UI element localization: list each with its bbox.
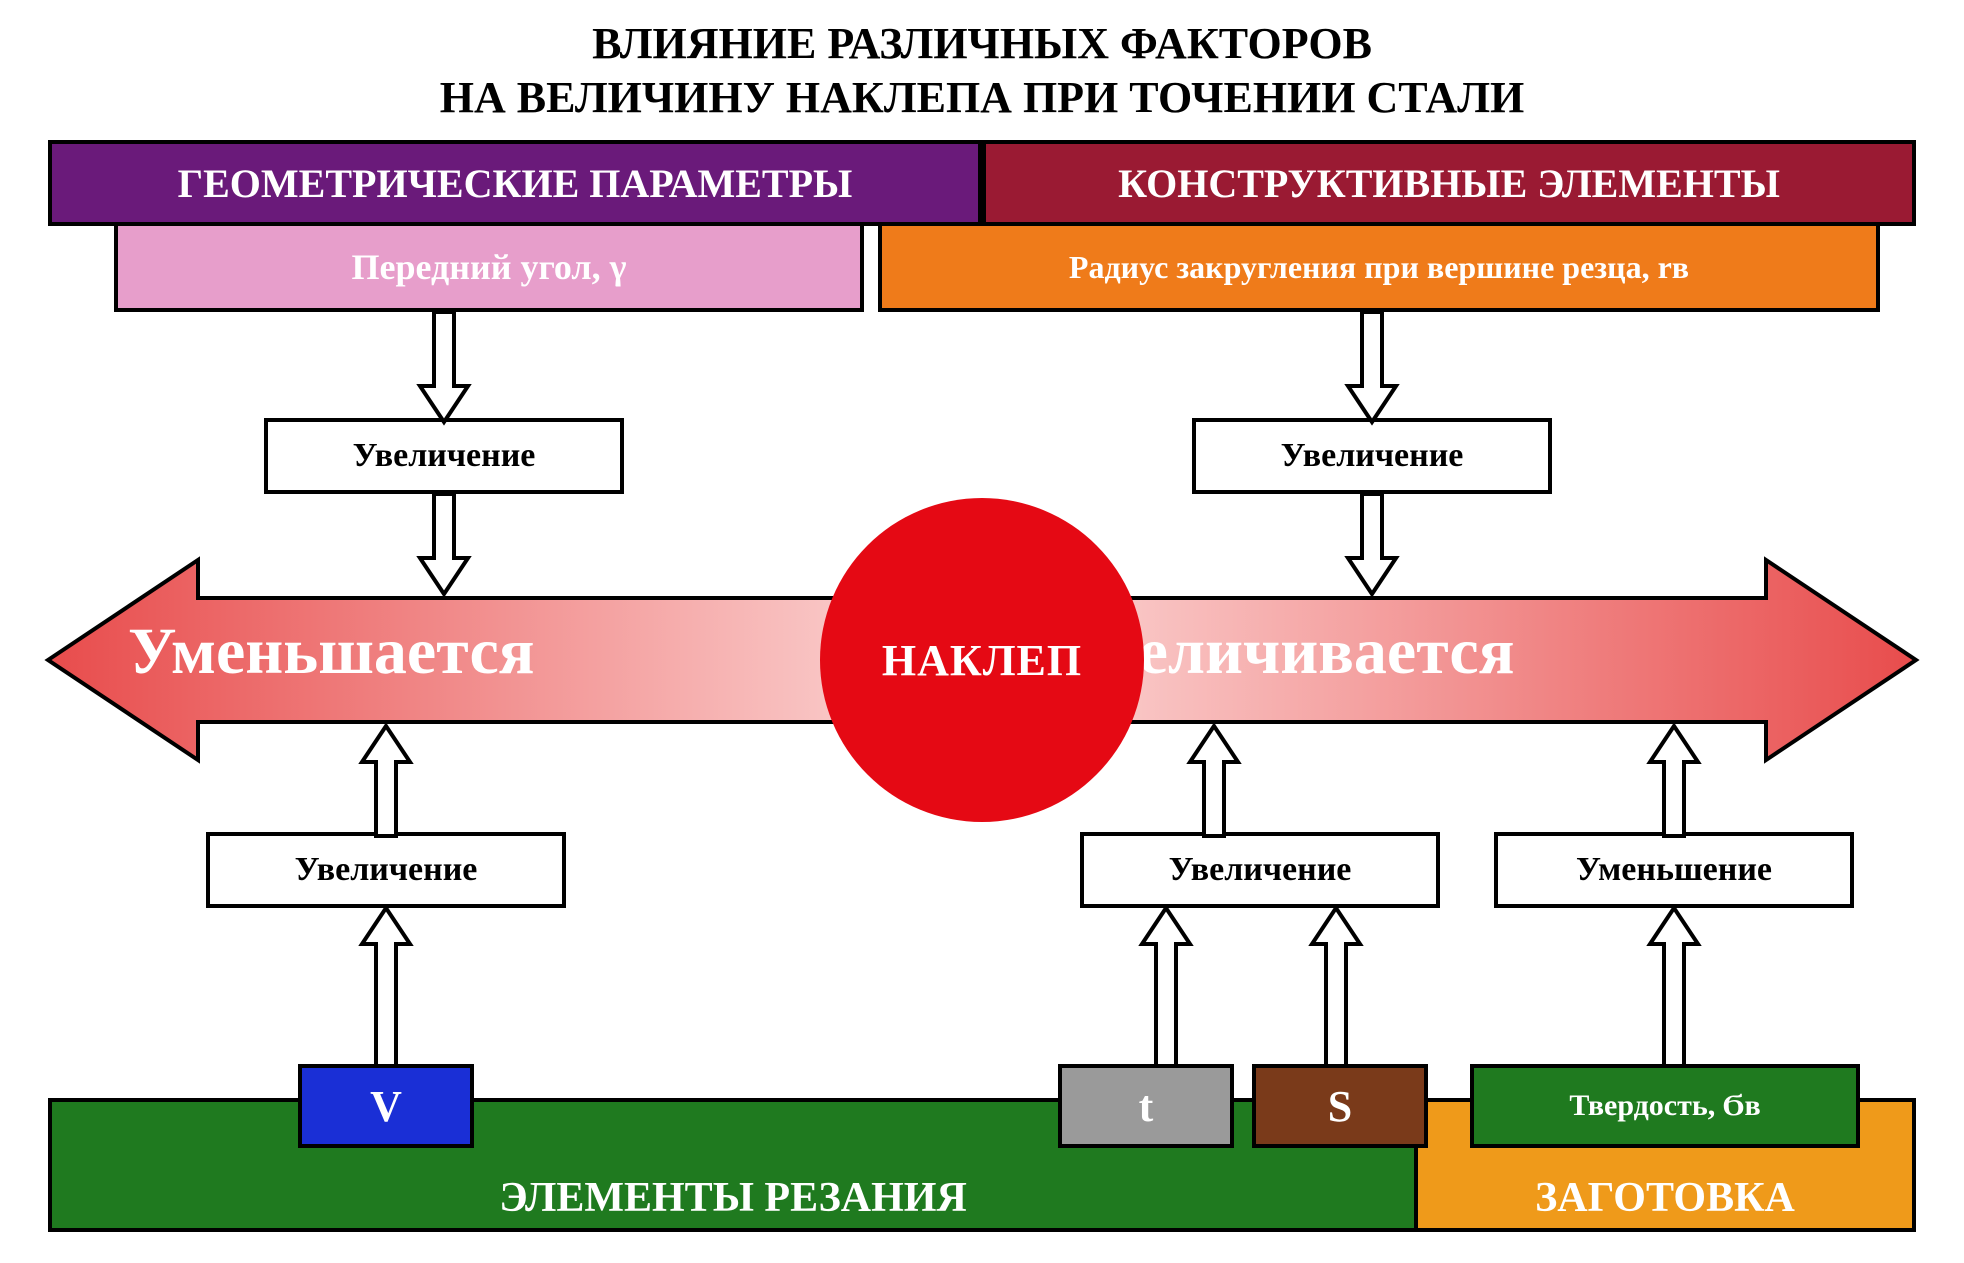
arrow-down-tl1 [420,312,468,422]
arrow-up-from-t [1142,908,1190,1068]
arrow-down-tl2 [420,494,468,594]
box-increase-bot-mid: Увеличение [1080,832,1440,908]
header-geom-params: ГЕОМЕТРИЧЕСКИЕ ПАРАМЕТРЫ [48,140,982,226]
arrow-down-tr2 [1348,494,1396,594]
arrow-up-bl1 [362,726,410,836]
arrow-up-from-s [1312,908,1360,1068]
subbox-nose-radius: Радиус закругления при вершине резца, rв [878,222,1880,312]
box-increase-top-right: Увеличение [1192,418,1552,494]
arrow-down-tr1 [1348,312,1396,422]
bar-workpiece-label: ЗАГОТОВКА [1535,1174,1795,1222]
param-v: V [298,1064,474,1148]
header-construct-elements: КОНСТРУКТИВНЫЕ ЭЛЕМЕНТЫ [982,140,1916,226]
arrow-up-bl2 [362,908,410,1068]
center-circle-naklep: НАКЛЕП [820,498,1144,822]
diagram-title-line2: НА ВЕЛИЧИНУ НАКЛЕПА ПРИ ТОЧЕНИИ СТАЛИ [0,72,1964,123]
diagram-canvas: ВЛИЯНИЕ РАЗЛИЧНЫХ ФАКТОРОВ НА ВЕЛИЧИНУ Н… [0,0,1964,1263]
diagram-title-line1: ВЛИЯНИЕ РАЗЛИЧНЫХ ФАКТОРОВ [0,18,1964,69]
box-increase-bot-left: Увеличение [206,832,566,908]
param-hardness: Твердость, Ϭв [1470,1064,1860,1148]
box-increase-top-left: Увеличение [264,418,624,494]
box-decrease-bot-right: Уменьшение [1494,832,1854,908]
param-s: S [1252,1064,1428,1148]
arrow-up-br1 [1650,726,1698,836]
bar-cutting-elements-label: ЭЛЕМЕНТЫ РЕЗАНИЯ [499,1174,967,1222]
arrow-up-bm1 [1190,726,1238,836]
subbox-rake-angle: Передний угол, γ [114,222,864,312]
arrow-up-br2 [1650,908,1698,1068]
param-t: t [1058,1064,1234,1148]
label-decreases: Уменьшается [128,614,534,690]
